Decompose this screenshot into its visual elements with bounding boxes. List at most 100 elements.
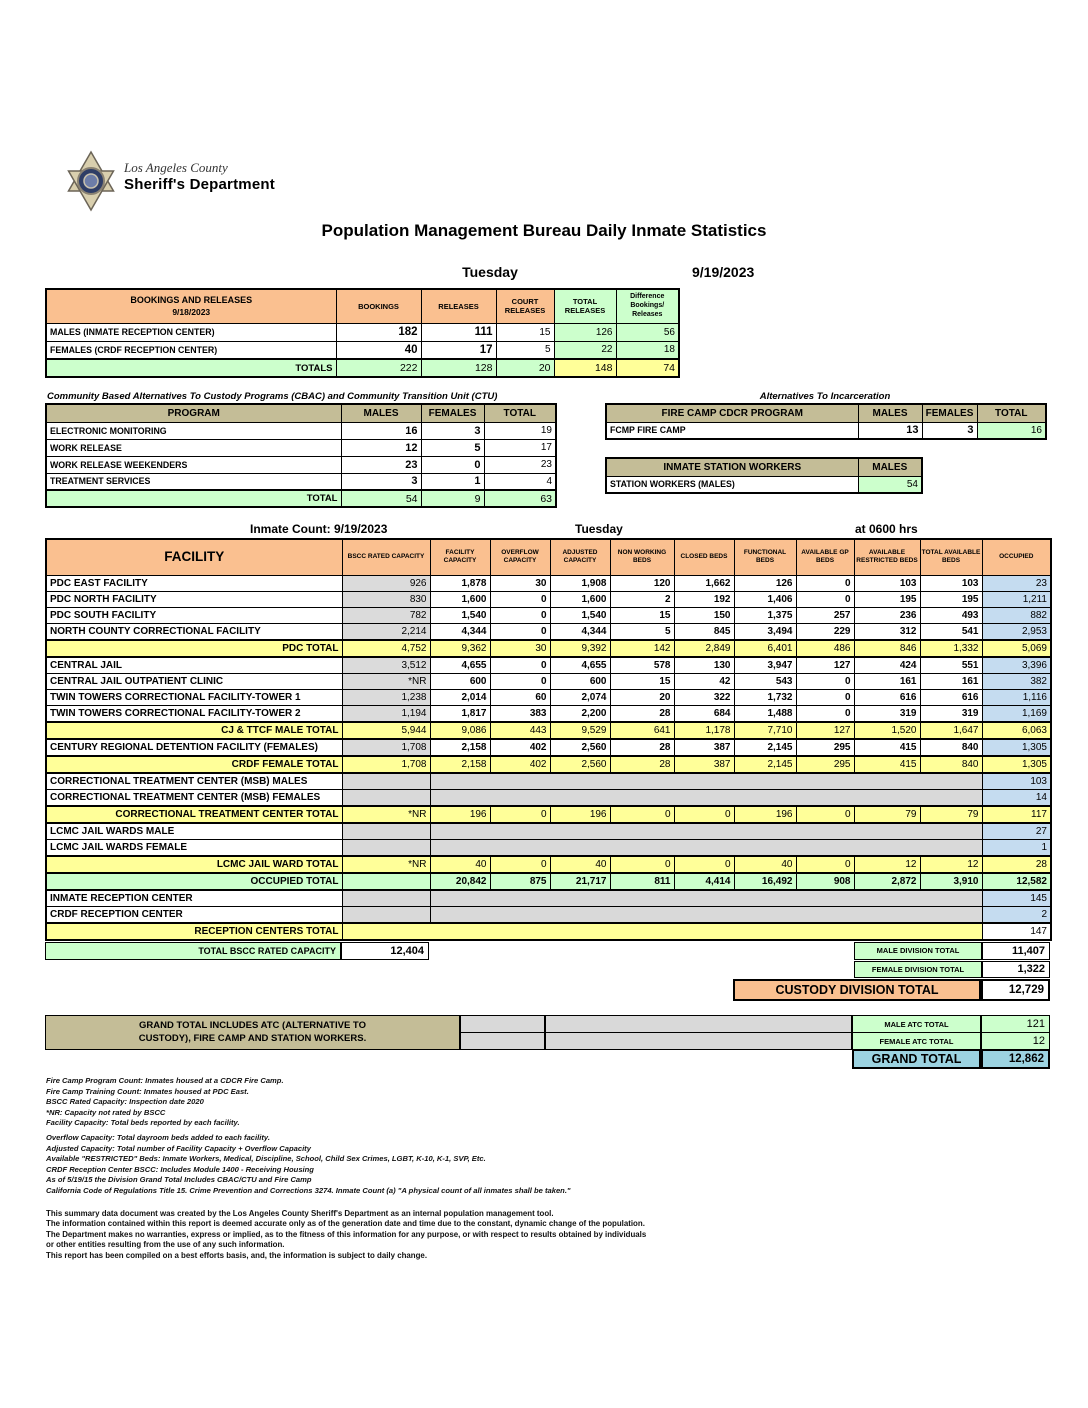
value-cell: 2	[609, 590, 675, 608]
facility-label: PDC SOUTH FACILITY	[45, 606, 343, 624]
male-atc-total-value: 121	[981, 1015, 1050, 1033]
value-cell: 493	[919, 606, 983, 624]
value-cell: 1,520	[853, 720, 921, 740]
value-cell: 4,344	[429, 622, 491, 640]
facility-label: CENTRAL JAIL	[45, 656, 343, 674]
value-cell: 0	[489, 590, 551, 608]
value-cell: 42	[673, 672, 735, 690]
inmate-count-label: Inmate Count: 9/19/2023	[250, 522, 388, 536]
facility-row-gray: LCMC JAIL WARDS FEMALE 1	[45, 838, 1052, 856]
bscc-cell	[341, 871, 431, 891]
merged-empty-cell	[341, 921, 983, 941]
cbac-row: WORK RELEASE 12 5 17	[45, 438, 557, 457]
col-total: TOTAL	[483, 403, 557, 423]
occupied-cell: 1,211	[981, 590, 1052, 608]
value-cell: 40	[429, 854, 491, 874]
empty-cell	[545, 1032, 852, 1050]
value-cell: 16	[976, 421, 1047, 440]
agency-department-text: Sheriff's Department	[124, 176, 275, 193]
col-available-restricted-beds: AVAILABLE RESTRICTED BEDS	[853, 538, 921, 576]
value-cell: 16,492	[733, 871, 797, 891]
value-cell: 2,200	[549, 704, 611, 722]
facility-label: CENTURY REGIONAL DETENTION FACILITY (FEM…	[45, 738, 343, 756]
col-total: TOTAL	[976, 403, 1047, 423]
bscc-cell	[341, 822, 431, 840]
value-cell: 126	[733, 574, 797, 592]
facility-row-total: LCMC JAIL WARD TOTAL *NR 40 0 40 0 0 40 0 12 12 28	[45, 854, 1052, 874]
value-cell: 2,560	[549, 738, 611, 756]
facility-label: CORRECTIONAL TREATMENT CENTER TOTAL	[45, 804, 343, 824]
col-bscc-rated-capacity: BSCC RATED CAPACITY	[341, 538, 431, 576]
sheriff-logo	[62, 150, 120, 219]
facility-label: LCMC JAIL WARDS MALE	[45, 822, 343, 840]
occupied-cell: 117	[981, 804, 1052, 824]
value-cell: 142	[609, 638, 675, 658]
footnotes-line: CRDF Reception Center BSCC: Includes Mod…	[46, 1164, 314, 1174]
grand-total-note: GRAND TOTAL INCLUDES ATC (ALTERNATIVE TO…	[45, 1015, 460, 1050]
value-cell: 319	[853, 704, 921, 722]
value-cell: 2,849	[673, 638, 735, 658]
inmate-count-day: Tuesday	[575, 522, 623, 536]
facility-table: FACILITY BSCC RATED CAPACITY FACILITY CA…	[45, 538, 1052, 941]
value-cell: 4,655	[549, 656, 611, 674]
value-cell: 5	[420, 438, 485, 457]
value-cell: 63	[483, 489, 557, 508]
empty-cell	[460, 1032, 545, 1050]
value-cell: 120	[609, 574, 675, 592]
occupied-cell: 147	[981, 921, 1052, 941]
footnotes-line: BSCC Rated Capacity: Inspection date 202…	[46, 1097, 204, 1107]
bscc-cell: 926	[341, 574, 431, 592]
col-males: MALES	[340, 403, 422, 423]
row-label: WORK RELEASE WEEKENDERS	[45, 455, 342, 474]
cbac-table: PROGRAM MALES FEMALES TOTAL ELECTRONIC M…	[45, 403, 557, 508]
col-adjusted-capacity: ADJUSTED CAPACITY	[549, 538, 611, 576]
value-cell: 616	[919, 688, 983, 706]
disclaimer-line: The information contained within this re…	[46, 1219, 645, 1229]
bookings-title: BOOKINGS AND RELEASES	[130, 295, 253, 306]
value-cell: 2,872	[853, 871, 921, 891]
bscc-cell: 830	[341, 590, 431, 608]
value-cell: 0	[795, 688, 855, 706]
value-cell: 12	[919, 854, 983, 874]
occupied-cell: 382	[981, 672, 1052, 690]
value-cell: 4,414	[673, 871, 735, 891]
facility-row-gray: CORRECTIONAL TREATMENT CENTER (MSB) MALE…	[45, 772, 1052, 790]
facility-row-total: CORRECTIONAL TREATMENT CENTER TOTAL *NR 19…	[45, 804, 1052, 824]
merged-empty-cell	[429, 822, 983, 840]
value-cell: 21,717	[549, 871, 611, 891]
value-cell: 3,947	[733, 656, 797, 674]
value-cell: 195	[919, 590, 983, 608]
bscc-cell: 3,512	[341, 656, 431, 674]
report-day: Tuesday	[462, 264, 518, 280]
male-atc-total-label: MALE ATC TOTAL	[852, 1015, 981, 1033]
value-cell: 128	[420, 358, 497, 378]
value-cell: 127	[795, 656, 855, 674]
value-cell: 486	[795, 638, 855, 658]
value-cell: 23	[483, 455, 557, 474]
value-cell: 22	[553, 340, 617, 360]
value-cell: 0	[795, 590, 855, 608]
occupied-cell: 1,305	[981, 754, 1052, 774]
disclaimer-line: The Department makes no warranties, expr…	[46, 1229, 647, 1239]
occupied-cell: 1,116	[981, 688, 1052, 706]
bookings-releases-table: BOOKINGS AND RELEASES 9/18/2023 BOOKINGS…	[45, 288, 680, 378]
row-label: FCMP FIRE CAMP	[605, 421, 859, 440]
value-cell: 28	[609, 704, 675, 722]
value-cell: 15	[609, 606, 675, 624]
value-cell: 127	[795, 720, 855, 740]
value-cell: 28	[609, 754, 675, 774]
station-workers-header-row: INMATE STATION WORKERS MALES	[605, 457, 923, 477]
value-cell: 74	[615, 358, 680, 378]
value-cell: 3	[921, 421, 978, 440]
value-cell: 79	[919, 804, 983, 824]
bookings-row-males: MALES (INMATE RECEPTION CENTER) 182 111 …	[45, 322, 680, 342]
col-facility-capacity: FACILITY CAPACITY	[429, 538, 491, 576]
occupied-cell: 3,396	[981, 656, 1052, 674]
value-cell: 195	[853, 590, 921, 608]
col-program: PROGRAM	[45, 403, 342, 423]
row-label: STATION WORKERS (MALES)	[605, 475, 859, 494]
value-cell: 103	[919, 574, 983, 592]
value-cell: 0	[609, 804, 675, 824]
col-releases: RELEASES	[420, 288, 497, 324]
